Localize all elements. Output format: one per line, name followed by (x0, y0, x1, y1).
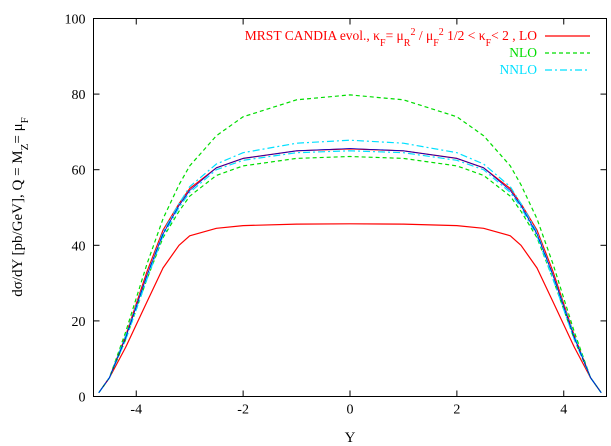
y-axis-label: dσ/dY [pb/GeV], Q = MZ= μF (10, 117, 31, 297)
legend: MRST CANDIA evol., κF= μR2 / μF2 1/2 < κ… (245, 27, 590, 77)
y-tick-label: 100 (65, 13, 86, 28)
series-line-2 (98, 94, 602, 394)
y-tick-label: 80 (72, 88, 86, 103)
x-tick-label: 4 (560, 403, 567, 418)
series-line-3 (98, 155, 602, 394)
series-layer (98, 94, 602, 394)
x-tick-label: 0 (347, 403, 354, 418)
legend-label-0: MRST CANDIA evol., κF= μR2 / μF2 1/2 < κ… (245, 27, 537, 49)
y-tick-label: 60 (72, 164, 86, 179)
series-line-5 (98, 150, 602, 394)
y-tick-label: 20 (72, 315, 86, 330)
x-tick-label: -2 (237, 403, 249, 418)
series-line-4 (98, 139, 602, 394)
y-tick-label: 0 (79, 391, 86, 406)
x-axis-label: Y (345, 430, 356, 446)
y-tick-label: 40 (72, 239, 86, 254)
x-tick-label: 2 (453, 403, 460, 418)
series-line-0 (98, 223, 602, 394)
legend-label-2: NNLO (500, 62, 538, 77)
x-tick-label: -4 (130, 403, 142, 418)
legend-label-1: NLO (509, 45, 537, 60)
series-line-6 (98, 148, 602, 393)
series-line-1 (98, 148, 602, 394)
